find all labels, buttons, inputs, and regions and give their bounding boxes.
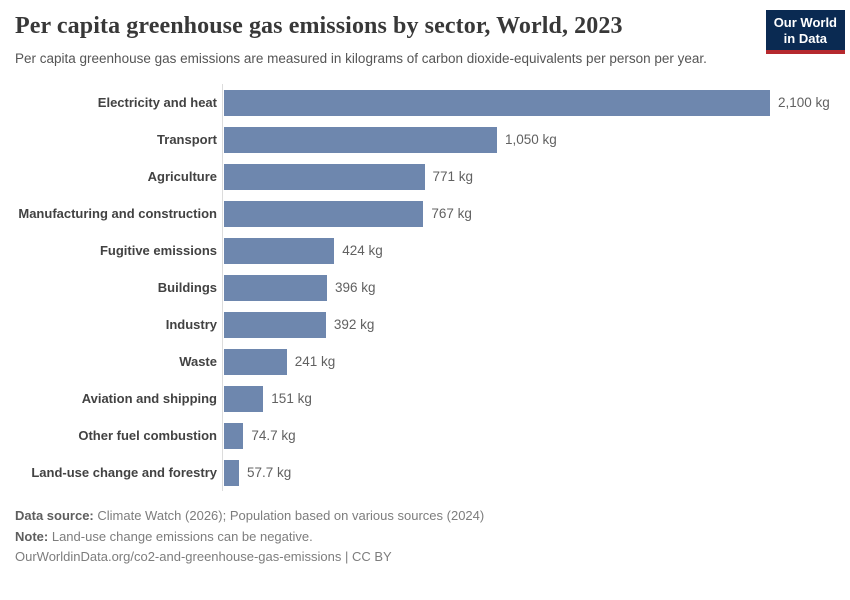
bar[interactable]: [224, 385, 264, 412]
category-label: Electricity and heat: [97, 95, 217, 110]
value-label: 2,100 kg: [778, 95, 830, 110]
category-label: Waste: [179, 354, 217, 369]
chart-footer: Data source: Climate Watch (2026); Popul…: [15, 506, 835, 568]
chart-header: Per capita greenhouse gas emissions by s…: [15, 10, 845, 68]
page-title: Per capita greenhouse gas emissions by s…: [15, 13, 623, 39]
note-text: Land-use change emissions can be negativ…: [51, 528, 313, 544]
bar-track: 1,050 kg: [222, 121, 835, 158]
bar-track: 241 kg: [222, 343, 835, 380]
bar[interactable]: [224, 163, 425, 190]
value-label: 424 kg: [342, 243, 383, 258]
bar[interactable]: [224, 89, 770, 116]
bar[interactable]: [224, 237, 335, 264]
bar-track: 151 kg: [222, 380, 835, 417]
bar-row: Fugitive emissions 424 kg: [15, 232, 835, 269]
category-label: Fugitive emissions: [99, 243, 217, 258]
value-label: 392 kg: [333, 317, 375, 332]
value-label: 771 kg: [432, 169, 474, 184]
bar-track: 396 kg: [222, 269, 835, 306]
bar[interactable]: [224, 459, 239, 486]
bar-track: 424 kg: [222, 232, 835, 269]
value-label: 74.7 kg: [251, 428, 296, 443]
value-label: 241 kg: [294, 354, 336, 369]
url-line: OurWorldinData.org/co2-and-greenhouse-ga…: [15, 549, 392, 564]
data-source-line: Data source: Climate Watch (2026); Popul…: [15, 506, 835, 527]
category-label: Other fuel combustion: [78, 428, 217, 443]
bar-track: 57.7 kg: [222, 454, 835, 491]
bar-row: Waste 241 kg: [15, 343, 835, 380]
bar[interactable]: [224, 200, 424, 227]
category-label: Transport: [157, 132, 217, 147]
category-label: Industry: [165, 317, 217, 332]
category-label: Manufacturing and construction: [18, 206, 217, 221]
bar[interactable]: [224, 348, 287, 375]
category-label: Aviation and shipping: [81, 391, 217, 406]
owid-logo[interactable]: Our World in Data: [765, 10, 845, 54]
value-label: 1,050 kg: [505, 132, 557, 147]
bar-chart: Electricity and heat 2,100 kg Transport 1,0…: [15, 84, 835, 491]
bar-row: Buildings 396 kg: [15, 269, 835, 306]
owid-logo-line1: Our World: [773, 15, 837, 30]
category-label: Land-use change and forestry: [31, 465, 217, 480]
bar-row: Transport 1,050 kg: [15, 121, 835, 158]
chart-subtitle: Per capita greenhouse gas emissions are …: [15, 51, 707, 66]
owid-logo-line2: in Data: [783, 31, 828, 46]
bar-track: 767 kg: [222, 195, 835, 232]
value-label: 57.7 kg: [247, 465, 292, 480]
bar[interactable]: [224, 274, 327, 301]
bar-row: Aviation and shipping 151 kg: [15, 380, 835, 417]
bar[interactable]: [224, 311, 326, 338]
bar-row: Electricity and heat 2,100 kg: [15, 84, 835, 121]
bar-track: 392 kg: [222, 306, 835, 343]
bar-track: 74.7 kg: [222, 417, 835, 454]
bar[interactable]: [224, 126, 497, 153]
bar-row: Industry 392 kg: [15, 306, 835, 343]
bar-track: 2,100 kg: [222, 84, 835, 121]
note-line: Note: Land-use change emissions can be n…: [15, 527, 835, 548]
category-label: Agriculture: [147, 169, 217, 184]
value-label: 151 kg: [271, 391, 312, 406]
data-source-text: Climate Watch (2026); Population based o…: [97, 508, 485, 523]
bar[interactable]: [224, 422, 244, 449]
bar-row: Other fuel combustion 74.7 kg: [15, 417, 835, 454]
bar-row: Agriculture 771 kg: [15, 158, 835, 195]
value-label: 396 kg: [335, 280, 376, 295]
value-label: 767 kg: [431, 206, 472, 221]
bar-track: 771 kg: [222, 158, 835, 195]
note-label: Note:: [15, 528, 49, 544]
bar-row: Land-use change and forestry 57.7 kg: [15, 454, 835, 491]
data-source-label: Data source:: [15, 508, 94, 523]
bar-row: Manufacturing and construction 767 kg: [15, 195, 835, 232]
category-label: Buildings: [157, 280, 217, 295]
